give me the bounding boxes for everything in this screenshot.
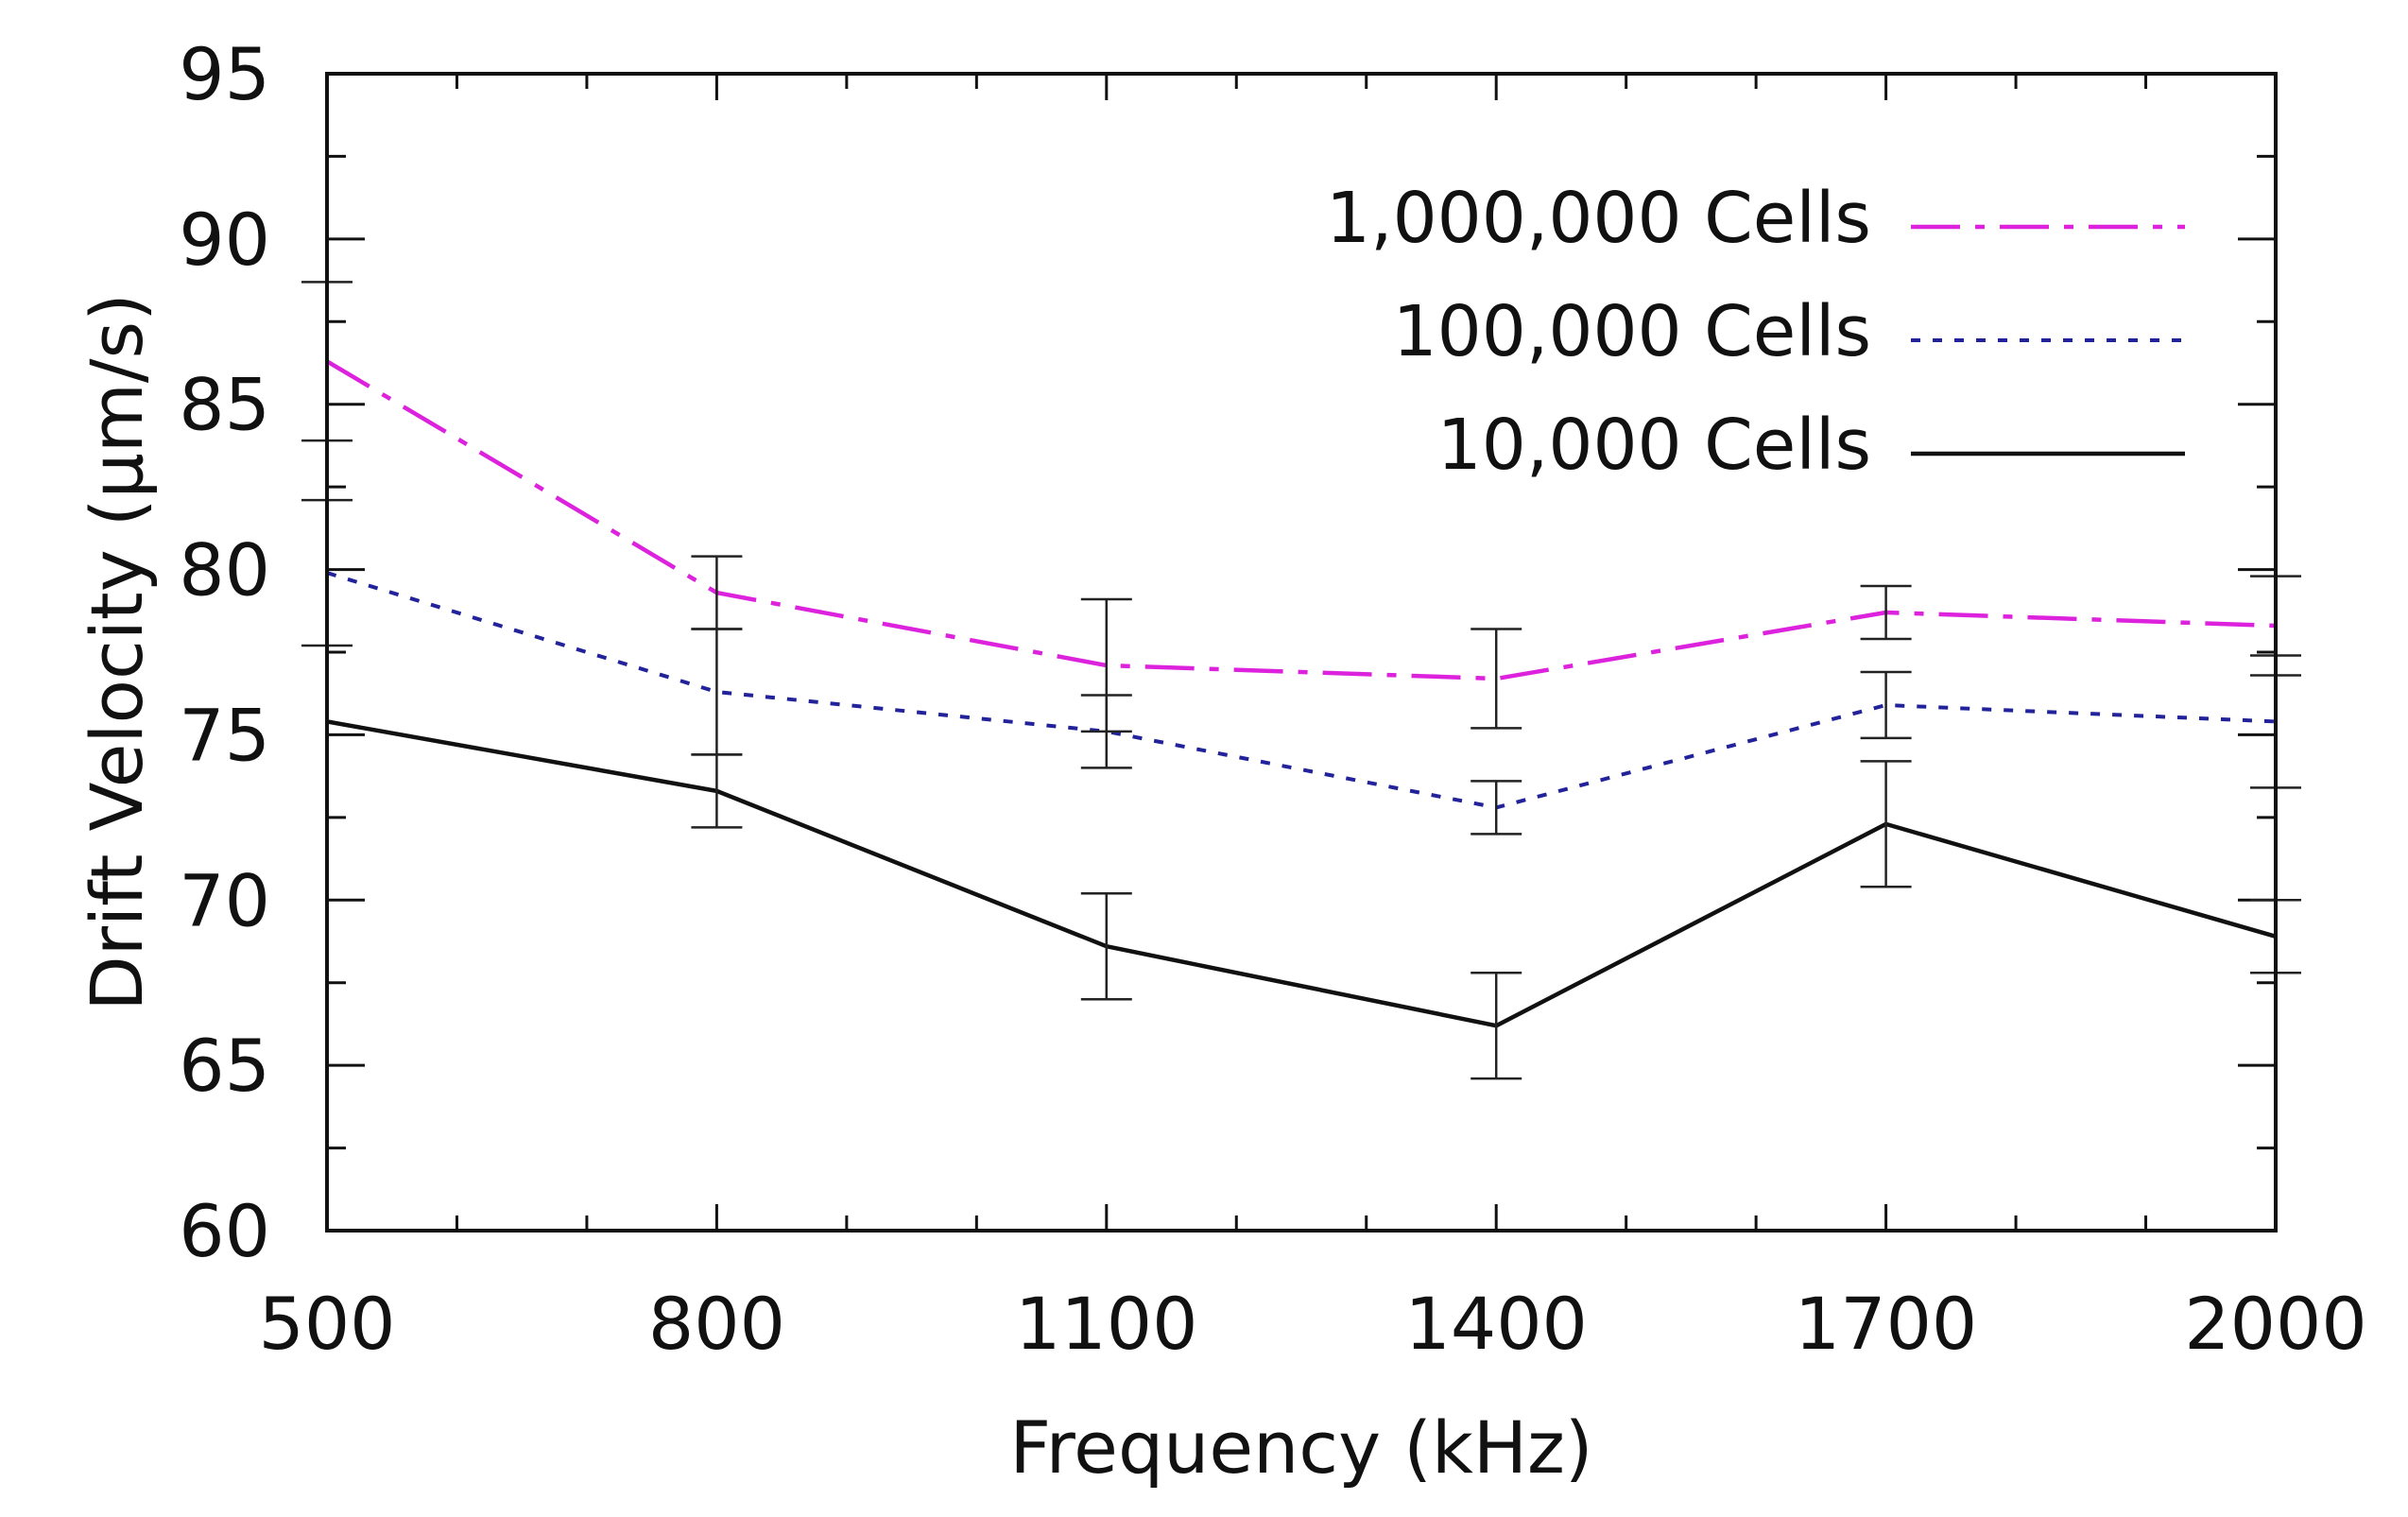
error-bar	[1471, 628, 1522, 730]
legend-label-1-000-000-cells: 1,000,000 Cells	[1326, 178, 1871, 259]
y-tick-labels: 60 65 70 75 80 85 90 95	[179, 32, 270, 1273]
x-tick-label: 800	[648, 1282, 785, 1366]
error-bar	[1080, 694, 1132, 769]
x-tick-label: 500	[258, 1282, 395, 1366]
series-line-1-000-000-cells	[325, 359, 2277, 681]
series-line-10-000-cells	[326, 719, 2277, 1028]
y-tick-label: 95	[179, 32, 270, 116]
plot-frame	[325, 72, 2278, 1233]
y-tick-label: 85	[179, 363, 270, 447]
legend-label-100-000-cells: 100,000 Cells	[1393, 291, 1871, 372]
series-layer	[325, 359, 2277, 1028]
x-tick-label: 1700	[1795, 1282, 1977, 1366]
y-axis-label: Drift Velocity (µm/s)	[75, 293, 159, 1010]
x-tick-label: 1100	[1015, 1282, 1197, 1366]
error-bar	[1471, 780, 1522, 836]
y-tick-label: 90	[179, 198, 270, 282]
legend-label-10-000-cells: 10,000 Cells	[1437, 405, 1871, 486]
error-bar	[1860, 760, 1912, 888]
error-bar	[1860, 670, 1912, 740]
error-bar	[1471, 971, 1522, 1080]
axis-ticks	[325, 72, 2278, 1233]
x-tick-label: 1400	[1404, 1282, 1587, 1366]
legend: 1,000,000 Cells 100,000 Cells 10,000 Cells	[1326, 178, 2185, 486]
y-tick-label: 80	[179, 528, 270, 612]
y-tick-label: 70	[179, 858, 270, 942]
error-bar	[1080, 892, 1132, 1001]
y-tick-label: 60	[179, 1189, 270, 1273]
y-tick-label: 75	[179, 693, 270, 777]
y-tick-label: 65	[179, 1024, 270, 1108]
error-bar	[691, 753, 743, 829]
x-axis-label: Frequency (kHz)	[1009, 1405, 1592, 1490]
x-tick-labels: 500 800 1100 1400 1700 2000	[258, 1282, 2366, 1366]
x-tick-label: 2000	[2184, 1282, 2366, 1366]
error-bar	[1860, 584, 1912, 641]
